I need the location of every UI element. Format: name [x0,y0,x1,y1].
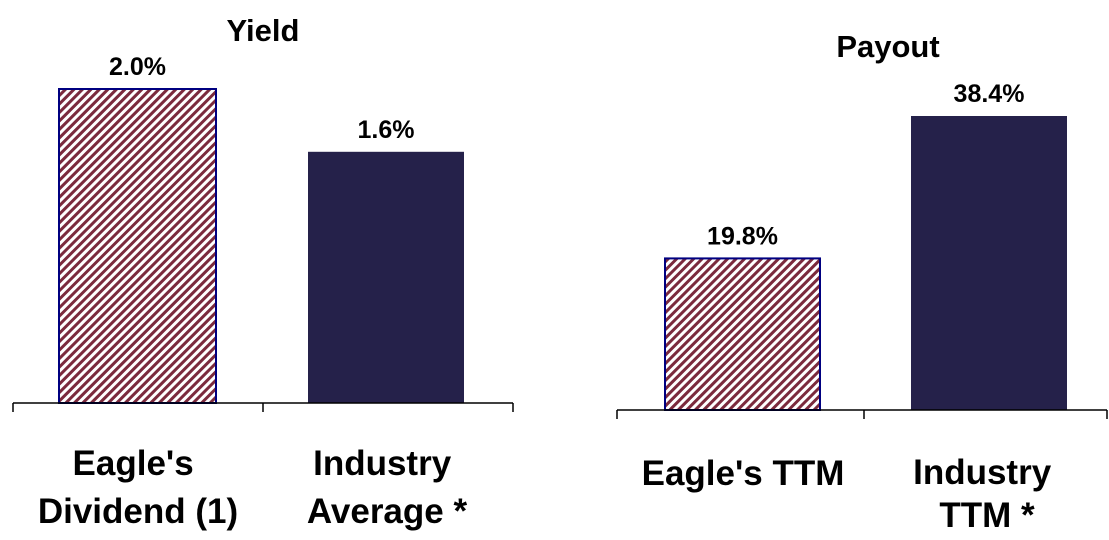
payout-chart: Payout 19.8% 38.4% Eagle's TTM Industry … [616,29,1108,535]
yield-tick-label-industry: Industry Average * [307,444,468,531]
payout-tick-label-eagle: Eagle's TTM [642,454,845,493]
payout-chart-title: Payout [836,29,939,64]
yield-tick-label-eagle: Eagle's Dividend (1) [38,444,238,531]
yield-chart: Yield 2.0% 1.6% Eagle's Dividend (1) Ind… [12,13,514,531]
payout-data-label-eagle: 19.8% [707,222,778,250]
yield-bar-industry [308,151,464,403]
payout-bar-industry [911,116,1067,410]
payout-data-label-industry: 38.4% [954,80,1025,108]
yield-chart-title: Yield [227,13,300,48]
payout-tick-label-industry: Industry TTM * [913,453,1061,535]
yield-data-label-eagle: 2.0% [109,53,166,81]
payout-bar-eagle [664,257,821,411]
yield-data-label-industry: 1.6% [358,116,415,144]
yield-bar-eagle [58,88,217,404]
